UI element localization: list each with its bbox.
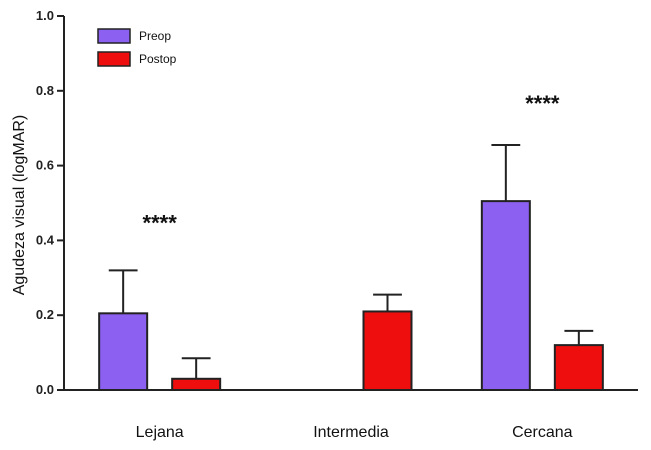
y-tick-label: 0.0 <box>36 382 54 397</box>
y-ticks: 0.0 0.2 0.4 0.6 0.8 1.0 <box>36 8 64 397</box>
axes <box>63 16 638 391</box>
y-axis-label: Agudeza visual (logMAR) <box>11 115 28 296</box>
category-label: Cercana <box>512 424 573 441</box>
y-tick-label: 0.8 <box>36 83 54 98</box>
bar-postop <box>555 345 603 390</box>
legend-label-preop: Preop <box>139 29 171 43</box>
y-tick-label: 1.0 <box>36 8 54 23</box>
category-label: Lejana <box>136 424 184 441</box>
legend-swatch-postop <box>98 52 130 66</box>
legend-swatch-preop <box>98 29 130 43</box>
y-tick-label: 0.4 <box>36 232 55 247</box>
bar-preop <box>99 313 147 390</box>
legend: Preop Postop <box>98 29 177 66</box>
category-labels: Lejana Intermedia Cercana <box>136 424 573 441</box>
category-label: Intermedia <box>313 424 389 441</box>
bar-postop <box>364 311 412 390</box>
y-tick-label: 0.6 <box>36 158 54 173</box>
bar-postop <box>172 379 220 390</box>
significance-marker: **** <box>525 91 560 116</box>
legend-label-postop: Postop <box>139 52 177 66</box>
bar-chart: 0.0 0.2 0.4 0.6 0.8 1.0 Lejana Intermedia Cerca… <box>0 0 651 450</box>
bar-preop <box>482 201 530 390</box>
y-tick-label: 0.2 <box>36 307 54 322</box>
significance-marker: **** <box>143 211 178 236</box>
